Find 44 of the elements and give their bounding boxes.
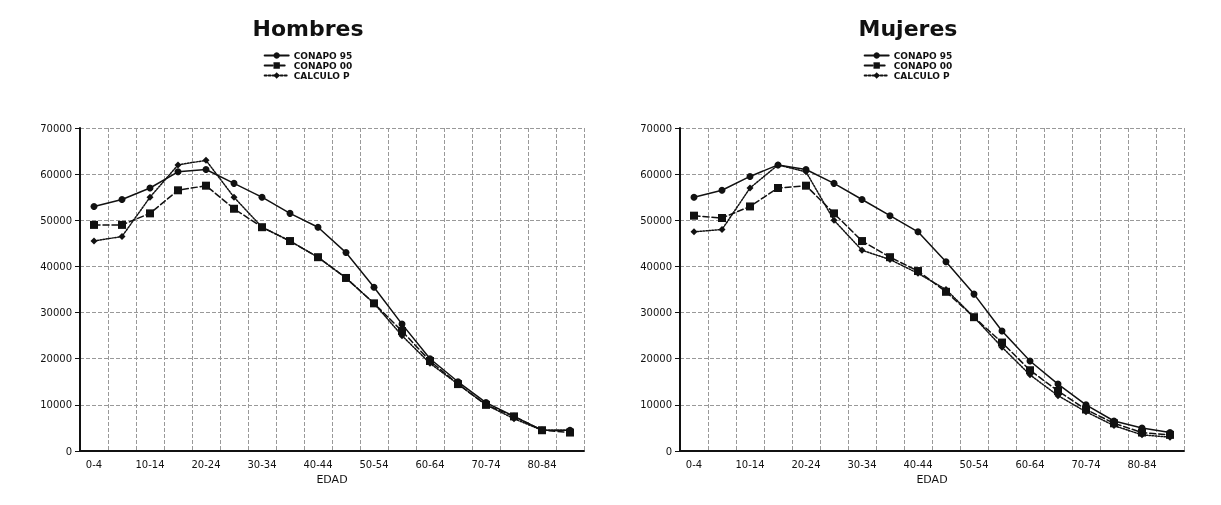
x-tick-label: 0-4	[685, 458, 703, 470]
x-tick-label: 70-74	[471, 458, 501, 470]
legend-label: CONAPO 00	[893, 60, 953, 71]
y-tick-label: 30000	[40, 307, 72, 319]
y-tick-label: 60000	[40, 168, 72, 180]
x-tick-label: 20-24	[791, 458, 821, 470]
y-tick-label: 70000	[40, 122, 72, 134]
x-tick-label: 80-84	[1127, 458, 1157, 470]
y-tick-label: 10000	[40, 399, 72, 411]
y-tick-label: 20000	[640, 353, 672, 365]
legend-label: CONAPO 95	[293, 50, 353, 61]
y-tick-label: 50000	[40, 214, 72, 226]
x-tick-label: 50-54	[959, 458, 989, 470]
y-tick-label: 20000	[40, 353, 72, 365]
x-tick-label: 30-34	[247, 458, 277, 470]
x-tick-label: 70-74	[1071, 458, 1101, 470]
x-tick-label: 10-14	[135, 458, 165, 470]
legend-label: CONAPO 00	[293, 60, 353, 71]
y-tick-label: 10000	[640, 399, 672, 411]
x-tick-label: 60-64	[1015, 458, 1045, 470]
y-tick-label: 50000	[640, 214, 672, 226]
y-tick-label: 0	[65, 445, 72, 457]
chart-title: Hombres	[252, 15, 364, 41]
x-tick-label: 40-44	[903, 458, 933, 470]
x-tick-label: 60-64	[415, 458, 445, 470]
y-tick-label: 60000	[640, 168, 672, 180]
legend-label: CONAPO 95	[893, 50, 953, 61]
x-tick-label: 30-34	[847, 458, 877, 470]
y-tick-label: 0	[665, 445, 672, 457]
x-tick-label: 0-4	[85, 458, 103, 470]
x-tick-label: 80-84	[527, 458, 557, 470]
chart-title: Mujeres	[858, 15, 958, 41]
x-axis-title: EDAD	[316, 472, 348, 486]
y-tick-label: 70000	[640, 122, 672, 134]
x-axis-title: EDAD	[916, 472, 948, 486]
legend-label: CALCULO P	[893, 70, 951, 81]
y-tick-label: 30000	[640, 307, 672, 319]
x-tick-label: 50-54	[359, 458, 389, 470]
x-tick-label: 10-14	[735, 458, 765, 470]
y-tick-label: 40000	[40, 260, 72, 272]
legend-label: CALCULO P	[293, 70, 351, 81]
y-tick-label: 40000	[640, 260, 672, 272]
x-tick-label: 40-44	[303, 458, 333, 470]
x-tick-label: 20-24	[191, 458, 221, 470]
